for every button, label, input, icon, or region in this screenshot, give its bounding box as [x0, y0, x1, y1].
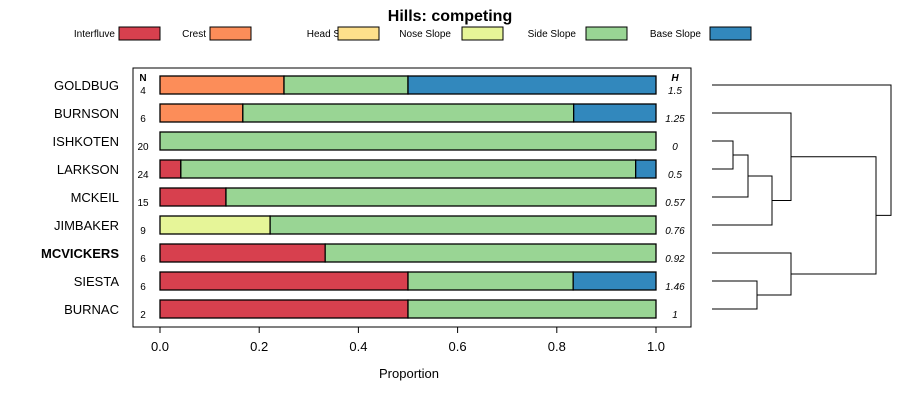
bar-segment-goldbug-base-slope — [407, 75, 657, 95]
h-value-ishkoten: 0 — [672, 142, 678, 153]
h-value-burnac: 1 — [672, 310, 678, 321]
legend-swatch-head-slope — [337, 26, 380, 41]
dendrogram-link-f — [712, 252, 792, 296]
row-label-jimbaker: JIMBAKER — [54, 218, 119, 233]
legend-swatch-crest — [209, 26, 252, 41]
dendrogram-link-e — [712, 280, 758, 310]
h-value-goldbug: 1.5 — [668, 86, 682, 97]
x-tick-label-2: 0.4 — [349, 339, 367, 354]
legend-label-crest: Crest — [182, 29, 206, 40]
dendrogram-link-g — [791, 156, 877, 275]
bar-segment-siesta-side-slope — [407, 271, 574, 291]
n-value-mckeil: 15 — [137, 198, 149, 209]
x-tick-label-5: 1.0 — [647, 339, 665, 354]
x-tick-label-0: 0.0 — [151, 339, 169, 354]
n-column-header: N — [139, 73, 146, 84]
h-value-larkson: 0.5 — [668, 170, 682, 181]
n-value-mcvickers: 6 — [140, 254, 146, 265]
bar-segment-larkson-side-slope — [180, 159, 637, 179]
n-value-burnac: 2 — [140, 310, 146, 321]
dendrogram — [712, 84, 892, 310]
dendrogram-link-c — [712, 175, 773, 226]
bar-segment-jimbaker-nose-slope — [159, 215, 271, 235]
bar-segment-larkson-interfluve — [159, 159, 182, 179]
dendrogram-link-d — [712, 112, 792, 201]
h-value-jimbaker: 0.76 — [665, 226, 685, 237]
dendrogram-link-a — [712, 140, 734, 170]
bar-segment-ishkoten-side-slope — [159, 131, 657, 151]
x-tick-label-4: 0.8 — [548, 339, 566, 354]
legend-label-nose-slope: Nose Slope — [399, 29, 451, 40]
legend-label-interfluve: Interfluve — [74, 29, 116, 40]
row-label-ishkoten: ISHKOTEN — [53, 134, 119, 149]
x-tick-label-1: 0.2 — [250, 339, 268, 354]
bar-segment-goldbug-side-slope — [283, 75, 409, 95]
n-value-larkson: 24 — [137, 170, 149, 181]
bar-segment-mcvickers-interfluve — [159, 243, 326, 263]
bar-segment-burnac-side-slope — [407, 299, 657, 319]
row-label-burnson: BURNSON — [54, 106, 119, 121]
bar-segment-goldbug-crest — [159, 75, 285, 95]
chart-title: Hills: competing — [388, 8, 512, 25]
bar-segment-burnson-side-slope — [242, 103, 575, 123]
dendrogram-link-h — [712, 84, 892, 216]
bar-segment-siesta-interfluve — [159, 271, 409, 291]
bar-segment-jimbaker-side-slope — [269, 215, 657, 235]
x-axis-label: Proportion — [379, 366, 439, 381]
n-value-ishkoten: 20 — [137, 142, 149, 153]
n-value-jimbaker: 9 — [140, 226, 146, 237]
n-value-siesta: 6 — [140, 282, 146, 293]
row-label-mcvickers: MCVICKERS — [41, 246, 119, 261]
bar-segment-mckeil-interfluve — [159, 187, 227, 207]
h-value-mckeil: 0.57 — [665, 198, 685, 209]
h-value-siesta: 1.46 — [665, 282, 685, 293]
n-value-goldbug: 4 — [140, 86, 146, 97]
legend-label-base-slope: Base Slope — [650, 29, 702, 40]
row-label-burnac: BURNAC — [64, 302, 119, 317]
bar-segment-mcvickers-side-slope — [324, 243, 657, 263]
legend: Interfluve Crest Head Slope Nose Slope Side … — [74, 26, 752, 41]
plot-frame — [132, 67, 692, 328]
legend-swatch-base-slope — [709, 26, 752, 41]
n-value-burnson: 6 — [140, 114, 146, 125]
legend-label-head-slope: Head Slope — [307, 29, 360, 40]
x-tick-label-3: 0.6 — [449, 339, 467, 354]
dendrogram-link-b — [712, 154, 749, 198]
bar-segment-mckeil-side-slope — [225, 187, 657, 207]
bar-segment-burnson-crest — [159, 103, 244, 123]
bar-segment-burnac-interfluve — [159, 299, 409, 319]
row-label-larkson: LARKSON — [57, 162, 119, 177]
row-label-siesta: SIESTA — [74, 274, 120, 289]
bar-segment-siesta-base-slope — [572, 271, 657, 291]
bar-rows: GOLDBUG 4 1.5 BURNSON 6 1.25 ISHKOTEN 20 0 LARKSO… — [41, 75, 685, 321]
row-label-mckeil: MCKEIL — [71, 190, 119, 205]
h-value-burnson: 1.25 — [665, 114, 685, 125]
legend-label-side-slope: Side Slope — [528, 29, 577, 40]
x-axis: 0.0 0.2 0.4 0.6 0.8 1.0 — [151, 327, 665, 354]
bar-segment-larkson-base-slope — [635, 159, 657, 179]
legend-swatch-interfluve — [118, 26, 161, 41]
row-label-goldbug: GOLDBUG — [54, 78, 119, 93]
legend-swatch-side-slope — [585, 26, 628, 41]
legend-swatch-nose-slope — [461, 26, 504, 41]
h-value-mcvickers: 0.92 — [665, 254, 685, 265]
h-column-header: H — [671, 73, 679, 84]
bar-segment-burnson-base-slope — [573, 103, 657, 123]
